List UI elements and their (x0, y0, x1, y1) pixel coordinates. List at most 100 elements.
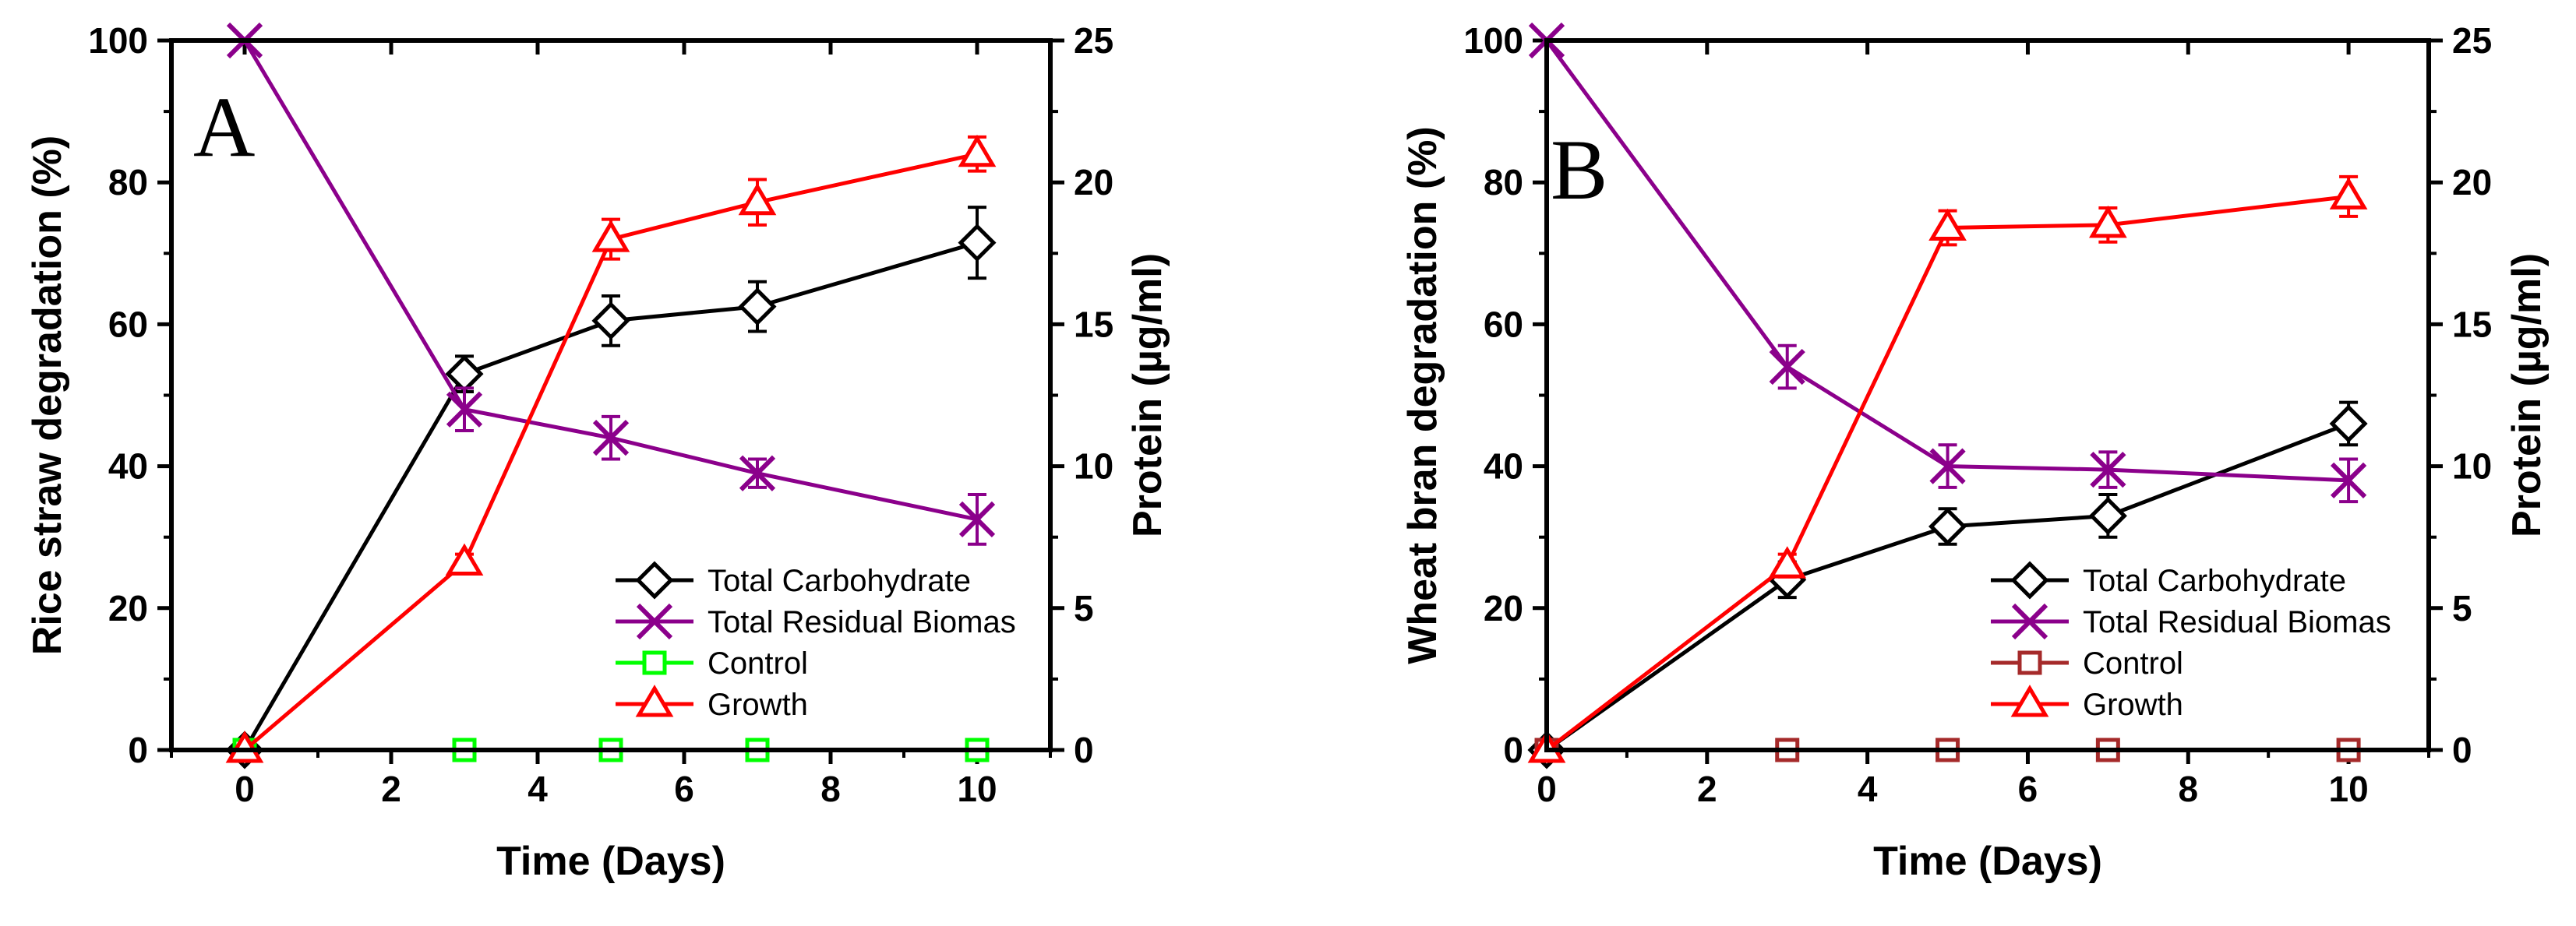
y-right-tick-label: 10 (1074, 446, 1113, 487)
x-tick-label: 6 (674, 769, 694, 809)
y-right-tick-label: 15 (2452, 304, 2492, 344)
y-right-tick-label: 20 (2452, 162, 2492, 202)
y-left-tick-label: 100 (88, 20, 148, 61)
legend-label: Control (708, 646, 808, 681)
y-right-tick-label: 10 (2452, 446, 2492, 487)
y-left-tick-label: 20 (1484, 588, 1523, 628)
x-tick-label: 8 (820, 769, 841, 809)
y-right-tick-label: 5 (1074, 588, 1094, 628)
data-point (1929, 448, 1966, 484)
y-left-tick-label: 40 (1484, 446, 1523, 487)
data-point (445, 354, 484, 393)
data-point (592, 420, 630, 456)
series-line (1544, 39, 2349, 483)
y-left-tick-label: 0 (1503, 730, 1523, 770)
y-right-tick-label: 5 (2452, 588, 2472, 628)
legend-marker (2017, 650, 2042, 675)
x-tick-label: 2 (1697, 769, 1717, 809)
y-left-tick-label: 40 (108, 446, 148, 487)
data-point (738, 287, 777, 326)
x-tick-label: 8 (2178, 769, 2198, 809)
legend-item: Total Residual Biomas (616, 603, 1016, 640)
y-left-tick-label: 80 (1484, 162, 1523, 202)
y-left-tick-label: 0 (128, 730, 148, 770)
legend-label: Total Residual Biomas (2083, 605, 2391, 639)
data-point (1769, 348, 1805, 386)
series-total-residual-biomas (1528, 22, 2367, 504)
x-tick-label: 0 (235, 769, 255, 809)
data-point (446, 391, 483, 428)
data-point (591, 220, 630, 252)
data-point (2090, 452, 2126, 488)
legend-marker (635, 561, 674, 600)
y-left-axis-title: Wheat bran degradation (%) (1400, 126, 1445, 664)
legend-item: Total Residual Biomas (1991, 603, 2391, 640)
x-marker-stroke (739, 455, 776, 491)
legend-marker (2010, 685, 2049, 717)
x-marker-stroke (636, 603, 673, 640)
data-point (958, 224, 997, 262)
legend-marker (2010, 561, 2049, 600)
data-point (2330, 462, 2367, 498)
legend-label: Control (2083, 646, 2183, 681)
x-tick-label: 2 (381, 769, 401, 809)
y-left-tick-label: 60 (1484, 304, 1523, 344)
legend-label: Total Carbohydrate (2083, 564, 2346, 598)
x-marker-stroke (1929, 448, 1966, 484)
x-marker-stroke (1769, 348, 1805, 386)
x-tick-label: 4 (1858, 769, 1878, 809)
y-right-axis-title: Protein (µg/ml) (2504, 253, 2550, 537)
legend-label: Total Carbohydrate (708, 564, 971, 598)
legend-label: Total Residual Biomas (708, 605, 1016, 639)
x-marker-stroke (446, 391, 483, 428)
legend-item: Control (616, 646, 808, 681)
data-point (2088, 496, 2127, 535)
data-point (1928, 507, 1967, 546)
x-tick-label: 6 (2018, 769, 2038, 809)
legend-marker (636, 603, 673, 640)
panel-label: A (193, 79, 255, 174)
series-total-carbohydrate (225, 206, 997, 769)
y-right-tick-label: 25 (2452, 20, 2492, 61)
series-group (1527, 22, 2368, 769)
data-point (739, 455, 776, 491)
x-marker-stroke (592, 420, 630, 456)
y-right-tick-label: 25 (1074, 20, 1113, 61)
legend-label: Growth (708, 688, 808, 722)
data-point (1768, 546, 1807, 579)
data-point (591, 301, 630, 340)
data-point (2088, 205, 2127, 238)
legend-marker (642, 650, 667, 675)
y-left-tick-label: 80 (108, 162, 148, 202)
series-group (225, 22, 997, 769)
legend-marker (2011, 603, 2048, 640)
plot-frame (169, 38, 1053, 752)
x-marker-stroke (958, 501, 996, 538)
y-left-tick-label: 100 (1463, 20, 1523, 61)
x-tick-label: 0 (1537, 769, 1557, 809)
data-point (2329, 404, 2368, 443)
legend-marker (635, 685, 674, 717)
x-axis-title: Time (Days) (1873, 839, 2102, 884)
legend: Total Carbohydrate Total Residual Biomas C… (1991, 561, 2391, 722)
x-tick-label: 10 (2329, 769, 2369, 809)
y-right-tick-label: 0 (2452, 730, 2472, 770)
y-left-tick-label: 60 (108, 304, 148, 344)
x-marker-stroke (2090, 452, 2126, 488)
panel-label: B (1551, 122, 1607, 217)
series-growth (1527, 174, 2368, 763)
data-point (958, 501, 996, 538)
x-marker-stroke (2011, 603, 2048, 640)
legend-item: Growth (616, 685, 808, 722)
legend-item: Total Carbohydrate (1991, 561, 2346, 600)
data-point (1928, 208, 1967, 241)
legend-label: Growth (2083, 688, 2183, 722)
legend: Total Carbohydrate Total Residual Biomas C… (616, 561, 1016, 722)
x-tick-label: 4 (528, 769, 548, 809)
plot-frame (1544, 38, 2431, 752)
series-total-residual-biomas (226, 22, 996, 546)
y-left-tick-label: 20 (108, 588, 148, 628)
